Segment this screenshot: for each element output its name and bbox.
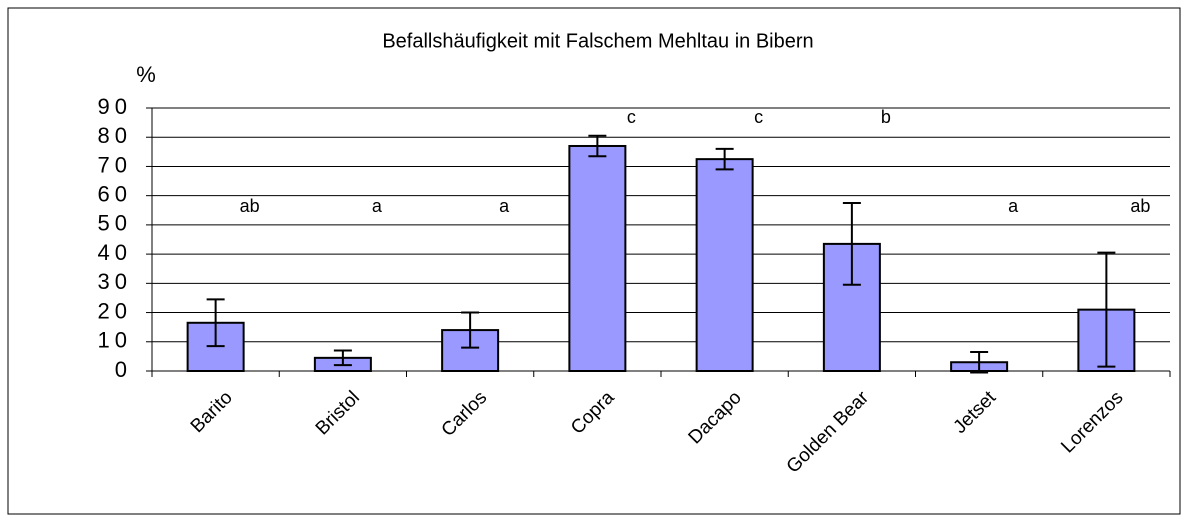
annotation: c [627,107,636,127]
y-tick-label: 10 [98,328,132,353]
y-tick-label: 70 [98,152,132,177]
y-tick-label: 80 [98,123,132,148]
y-tick-label: 30 [98,269,132,294]
annotation: ab [1130,196,1150,216]
y-tick-label: 0 [115,357,132,382]
y-tick-label: 50 [98,211,132,236]
annotation: c [754,107,763,127]
annotation: ab [240,196,260,216]
y-tick-label: 40 [98,240,132,265]
annotation: a [499,196,510,216]
annotation: a [372,196,383,216]
y-tick-label: 90 [98,94,132,119]
y-axis-label: % [136,62,156,87]
y-tick-label: 20 [98,298,132,323]
bar [695,158,754,372]
bar [568,144,627,372]
annotation: b [881,107,891,127]
annotation: a [1008,196,1019,216]
chart-title: Befallshäufigkeit mit Falschem Mehltau i… [382,30,813,52]
y-tick-label: 60 [98,181,132,206]
